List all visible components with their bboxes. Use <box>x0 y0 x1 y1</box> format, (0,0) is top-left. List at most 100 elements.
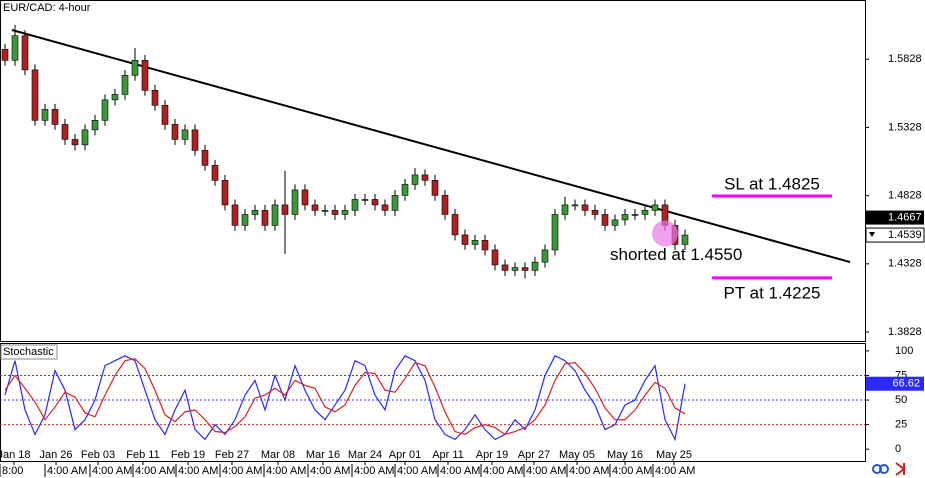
annotation: shorted at 1.4550 <box>610 245 742 264</box>
x-tick-label: May 05 <box>559 449 595 461</box>
y-tick-label: 1.4328 <box>888 258 922 270</box>
candle-body <box>51 109 59 125</box>
candle-body <box>511 267 519 271</box>
trendline <box>11 29 851 264</box>
candle-body <box>231 204 239 226</box>
candle-body <box>21 35 29 71</box>
x-time-label: 4:00 AM <box>47 465 87 477</box>
candle-body <box>591 210 599 215</box>
x-tick-label: Feb 27 <box>215 449 249 461</box>
candle-body <box>151 90 159 106</box>
candle-body <box>541 249 549 263</box>
candle-body <box>61 124 69 140</box>
x-time-label: 4:00 AM <box>310 465 350 477</box>
candle-body <box>381 204 389 211</box>
title-bg <box>1 1 97 15</box>
footer-icons <box>872 462 906 476</box>
candle-body <box>111 94 119 101</box>
x-time-label: 4:00 AM <box>92 465 132 477</box>
candle-body <box>101 99 109 121</box>
candle-body <box>351 199 359 211</box>
candle-body <box>191 129 199 151</box>
x-time-label: 4:00 AM <box>397 465 437 477</box>
annotation: PT at 1.4225 <box>723 283 820 302</box>
x-time-label: 4:00 AM <box>655 465 695 477</box>
stochastic-line <box>4 358 686 436</box>
x-time-label: 4:00 AM <box>135 465 175 477</box>
candle-body <box>491 249 499 266</box>
candle-body <box>451 214 459 236</box>
y-tick-label: 50 <box>895 394 907 406</box>
candle-body <box>221 180 229 206</box>
candle-body <box>621 214 629 221</box>
candle-body <box>651 204 659 211</box>
indicator-title-bg <box>0 344 58 360</box>
x-time-label: 4:00 AM <box>483 465 523 477</box>
x-time-label: 4:00 AM <box>178 465 218 477</box>
chart-title: EUR/CAD: 4-hour <box>3 2 91 14</box>
candle-body <box>181 129 189 140</box>
current-value-box <box>866 376 924 391</box>
price-marker-box <box>866 210 924 225</box>
x-time-label: 4:00 AM <box>569 465 609 477</box>
candle-body <box>161 105 169 125</box>
x-tick-label: Mar 16 <box>306 449 340 461</box>
candle-body <box>301 189 309 206</box>
current-value-label: 66.62 <box>892 378 920 390</box>
candle-body <box>141 59 149 91</box>
candle-body <box>581 204 589 211</box>
entry-marker <box>652 220 678 247</box>
x-tick-label: Apr 19 <box>476 449 508 461</box>
candle-body <box>81 129 89 146</box>
y-tick-label: 25 <box>895 419 907 431</box>
candle-body <box>441 195 449 215</box>
candle-body <box>241 214 249 226</box>
candle-body <box>271 204 279 226</box>
candle-body <box>41 109 49 121</box>
candle-body <box>601 214 609 226</box>
x-time-label: 4:00 AM <box>222 465 262 477</box>
candle-body <box>471 240 479 245</box>
candle-body <box>71 139 79 146</box>
candle-body <box>341 210 349 215</box>
x-tick-label: Apr 11 <box>432 449 464 461</box>
candle-body <box>371 199 379 206</box>
candle-body <box>31 69 39 121</box>
x-time-label: 4:00 AM <box>612 465 652 477</box>
annotation: SL at 1.4825 <box>724 175 820 194</box>
candle-body <box>631 214 639 216</box>
y-tick-label: 0 <box>895 443 901 455</box>
x-tick-label: May 16 <box>607 449 643 461</box>
candle-body <box>411 174 419 185</box>
candle-body <box>521 267 529 271</box>
candle-body <box>121 75 129 95</box>
candle-body <box>281 204 289 215</box>
y-tick-label: 100 <box>895 345 913 357</box>
candle-body <box>551 214 559 251</box>
candle-body <box>311 204 319 211</box>
candle-body <box>131 59 139 76</box>
candle-body <box>171 124 179 140</box>
x-time-label: 4:00 AM <box>266 465 306 477</box>
x-tick-label: Mar 08 <box>261 449 295 461</box>
candle-body <box>611 219 619 226</box>
candle-body <box>481 240 489 251</box>
stochastic-line <box>4 355 686 442</box>
stochastic-panel <box>0 343 866 462</box>
candle-body <box>641 210 649 215</box>
candle-body <box>391 195 399 211</box>
price-marker-box <box>865 227 925 243</box>
candle-body <box>561 204 569 215</box>
candle-body <box>211 165 219 181</box>
x-tick-label: Jan 26 <box>39 449 72 461</box>
price-marker-label: 1.4539 <box>888 229 922 241</box>
x-tick-label: Jan 18 <box>0 449 31 461</box>
candle-body <box>91 120 99 131</box>
x-tick-label: Feb 19 <box>171 449 205 461</box>
x-time-label: 4:00 AM <box>526 465 566 477</box>
y-tick-label: 1.5828 <box>888 53 922 65</box>
x-time-label: 8:00 <box>2 465 23 477</box>
y-tick-label: 1.3828 <box>888 326 922 338</box>
candle-body <box>431 180 439 196</box>
